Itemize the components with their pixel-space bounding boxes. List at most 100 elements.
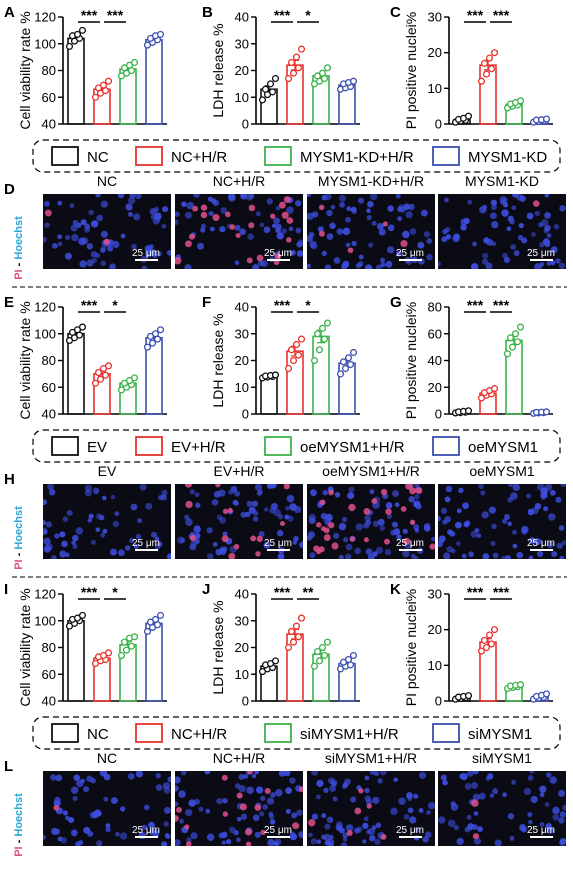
nucleus bbox=[519, 195, 526, 202]
nucleus bbox=[559, 205, 566, 212]
pi-nucleus bbox=[185, 500, 193, 509]
data-point bbox=[284, 364, 293, 373]
nucleus bbox=[163, 821, 169, 827]
nucleus bbox=[154, 213, 162, 221]
micrograph-0: 25 μm bbox=[43, 484, 171, 559]
nucleus bbox=[245, 511, 251, 518]
nucleus bbox=[65, 815, 70, 821]
nucleus bbox=[156, 251, 162, 257]
nucleus bbox=[338, 194, 347, 202]
nucleus bbox=[285, 808, 291, 814]
nucleus bbox=[311, 813, 319, 820]
nucleus bbox=[445, 485, 453, 493]
nucleus bbox=[216, 514, 223, 521]
scale-bar-label: 25 μm bbox=[396, 538, 424, 549]
nucleus bbox=[296, 250, 303, 257]
y-tick-label: 100 bbox=[34, 326, 56, 341]
pi-nucleus bbox=[233, 543, 240, 550]
panel-letter: K bbox=[390, 581, 401, 598]
stain-hoechst: Hoechst bbox=[13, 216, 25, 260]
nucleus bbox=[556, 542, 563, 549]
y-tick-label: 80 bbox=[42, 353, 56, 368]
nucleus bbox=[539, 792, 545, 798]
data-point bbox=[287, 346, 296, 354]
nucleus bbox=[263, 541, 271, 549]
stain-label: PI - Hoechst bbox=[13, 216, 25, 280]
nucleus bbox=[393, 777, 398, 782]
nucleus bbox=[459, 773, 465, 780]
data-point bbox=[310, 356, 319, 365]
data-point bbox=[313, 330, 322, 338]
nucleus bbox=[321, 834, 327, 840]
pi-nucleus bbox=[409, 487, 417, 495]
nucleus bbox=[324, 194, 332, 201]
nucleus bbox=[366, 215, 372, 221]
nucleus bbox=[45, 521, 52, 528]
nucleus bbox=[184, 211, 193, 219]
legend-label: MYSM1-KD+H/R bbox=[300, 149, 414, 166]
nucleus bbox=[550, 260, 556, 266]
nucleus bbox=[64, 252, 72, 260]
image-title: EV+H/R bbox=[214, 463, 265, 479]
nucleus bbox=[57, 234, 63, 240]
micrograph-panel: H PI - Hoechst EV 25 μm EV+H/R 25 μm oeMYSM1+H… bbox=[4, 463, 566, 570]
pi-nucleus bbox=[286, 217, 294, 224]
data-point bbox=[349, 77, 358, 85]
nucleus bbox=[103, 796, 109, 802]
nucleus bbox=[43, 537, 51, 545]
nucleus bbox=[502, 202, 509, 208]
nucleus bbox=[510, 244, 517, 250]
nucleus bbox=[308, 832, 313, 838]
nucleus bbox=[396, 534, 402, 540]
data-point bbox=[78, 323, 87, 331]
legend-label: oeMYSM1 bbox=[468, 439, 538, 456]
y-axis-label: PI positive nuclei% bbox=[403, 12, 419, 130]
nucleus bbox=[426, 253, 433, 261]
nucleus bbox=[339, 201, 346, 208]
nucleus bbox=[206, 553, 214, 559]
pi-nucleus bbox=[44, 209, 52, 217]
legend-label: NC bbox=[87, 149, 109, 166]
nucleus bbox=[329, 834, 334, 840]
y-tick-label: 40 bbox=[235, 300, 249, 315]
nucleus bbox=[558, 262, 566, 269]
pi-nucleus bbox=[380, 488, 388, 496]
nucleus bbox=[373, 520, 380, 527]
nucleus bbox=[527, 812, 533, 818]
pi-nucleus bbox=[221, 774, 228, 781]
nucleus bbox=[189, 489, 195, 495]
data-point bbox=[271, 74, 280, 83]
nucleus bbox=[324, 840, 331, 846]
nucleus bbox=[135, 533, 142, 540]
nucleus bbox=[71, 540, 76, 545]
nucleus bbox=[384, 548, 392, 556]
nuclei bbox=[438, 484, 566, 559]
data-point bbox=[130, 633, 139, 641]
nucleus bbox=[344, 553, 352, 559]
nucleus bbox=[200, 223, 207, 229]
nucleus bbox=[180, 537, 186, 543]
stain-label: PI - Hoechst bbox=[13, 506, 25, 570]
y-tick-label: 20 bbox=[428, 380, 442, 395]
nucleus bbox=[260, 260, 268, 267]
nucleus bbox=[555, 496, 562, 503]
nucleus bbox=[239, 194, 247, 198]
data-point bbox=[271, 657, 280, 665]
y-tick-label: 120 bbox=[34, 300, 56, 315]
nucleus bbox=[494, 839, 502, 846]
y-tick-label: 10 bbox=[235, 667, 249, 682]
nucleus bbox=[386, 513, 393, 519]
nucleus bbox=[503, 256, 510, 263]
image-title: oeMYSM1 bbox=[469, 463, 535, 479]
pi-nucleus bbox=[346, 830, 353, 837]
nucleus bbox=[95, 194, 101, 198]
nucleus bbox=[364, 775, 370, 781]
nucleus bbox=[418, 771, 427, 779]
nucleus bbox=[284, 771, 291, 777]
nucleus bbox=[181, 201, 187, 207]
y-axis-label: PI positive nuclei% bbox=[403, 302, 419, 420]
nucleus bbox=[375, 822, 382, 829]
nucleus bbox=[285, 505, 290, 511]
nucleus bbox=[255, 786, 264, 794]
